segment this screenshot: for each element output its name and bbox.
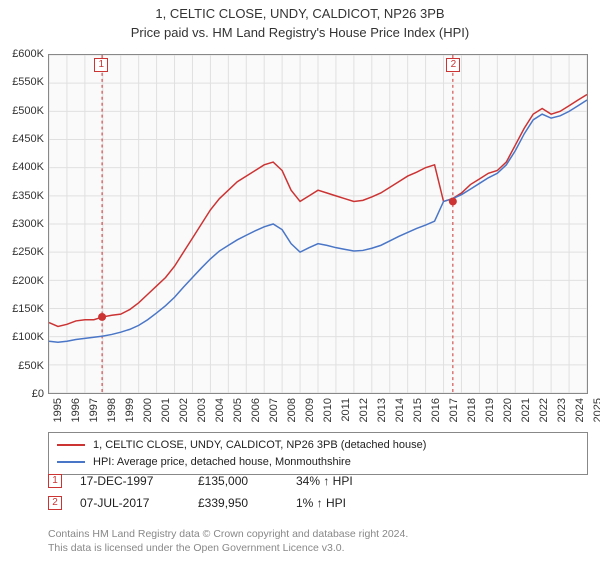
y-tick-label: £150K [0,303,44,315]
chart-title-line2: Price paid vs. HM Land Registry's House … [0,25,600,42]
footnote-num-1: 1 [48,474,62,488]
footnote-row-1: 1 17-DEC-1997 £135,000 34% ↑ HPI [48,474,588,488]
y-tick-label: £250K [0,246,44,258]
x-tick-label: 2008 [286,398,298,428]
y-tick-label: £50K [0,360,44,372]
x-tick-label: 2003 [196,398,208,428]
x-tick-label: 2006 [250,398,262,428]
x-tick-label: 2000 [142,398,154,428]
footnotes: 1 17-DEC-1997 £135,000 34% ↑ HPI 2 07-JU… [48,474,588,518]
legend: 1, CELTIC CLOSE, UNDY, CALDICOT, NP26 3P… [48,432,588,475]
footnote-hpi-2: 1% ↑ HPI [296,496,376,510]
legend-swatch-1 [57,444,85,446]
x-tick-label: 2012 [358,398,370,428]
legend-item-2: HPI: Average price, detached house, Monm… [57,454,579,471]
x-tick-label: 2010 [322,398,334,428]
x-tick-label: 2011 [340,398,352,428]
footnote-date-1: 17-DEC-1997 [80,474,180,488]
footnote-price-1: £135,000 [198,474,278,488]
x-tick-label: 2021 [520,398,532,428]
chart-title-line1: 1, CELTIC CLOSE, UNDY, CALDICOT, NP26 3P… [0,6,600,23]
y-tick-label: £600K [0,48,44,60]
footnote-hpi-1: 34% ↑ HPI [296,474,376,488]
x-tick-label: 2025 [592,398,600,428]
marker-label-box: 2 [446,58,460,72]
x-tick-label: 1996 [70,398,82,428]
x-tick-label: 2015 [412,398,424,428]
legend-swatch-2 [57,461,85,463]
y-tick-label: £500K [0,105,44,117]
x-tick-label: 2013 [376,398,388,428]
x-tick-label: 2005 [232,398,244,428]
y-tick-label: £100K [0,331,44,343]
footnote-num-2: 2 [48,496,62,510]
legend-label-1: 1, CELTIC CLOSE, UNDY, CALDICOT, NP26 3P… [93,437,426,454]
x-tick-label: 2016 [430,398,442,428]
x-tick-label: 2020 [502,398,514,428]
x-tick-label: 1998 [106,398,118,428]
x-tick-label: 2017 [448,398,460,428]
x-tick-label: 1997 [88,398,100,428]
attribution: Contains HM Land Registry data © Crown c… [48,528,588,555]
y-tick-label: £400K [0,161,44,173]
x-tick-label: 2009 [304,398,316,428]
x-tick-label: 2007 [268,398,280,428]
x-tick-label: 2023 [556,398,568,428]
attribution-line-2: This data is licensed under the Open Gov… [48,542,588,556]
y-tick-label: £550K [0,76,44,88]
marker-label-box: 1 [94,58,108,72]
x-tick-label: 2019 [484,398,496,428]
y-tick-label: £200K [0,275,44,287]
x-tick-label: 1999 [124,398,136,428]
legend-label-2: HPI: Average price, detached house, Monm… [93,454,351,471]
y-tick-label: £350K [0,190,44,202]
y-tick-label: £300K [0,218,44,230]
x-tick-label: 2014 [394,398,406,428]
legend-item-1: 1, CELTIC CLOSE, UNDY, CALDICOT, NP26 3P… [57,437,579,454]
x-tick-label: 1995 [52,398,64,428]
x-tick-label: 2002 [178,398,190,428]
x-tick-label: 2022 [538,398,550,428]
footnote-date-2: 07-JUL-2017 [80,496,180,510]
footnote-row-2: 2 07-JUL-2017 £339,950 1% ↑ HPI [48,496,588,510]
y-tick-label: £0 [0,388,44,400]
attribution-line-1: Contains HM Land Registry data © Crown c… [48,528,588,542]
x-tick-label: 2001 [160,398,172,428]
x-tick-label: 2024 [574,398,586,428]
footnote-price-2: £339,950 [198,496,278,510]
x-tick-label: 2004 [214,398,226,428]
chart-plot-area [48,54,588,394]
x-tick-label: 2018 [466,398,478,428]
y-tick-label: £450K [0,133,44,145]
